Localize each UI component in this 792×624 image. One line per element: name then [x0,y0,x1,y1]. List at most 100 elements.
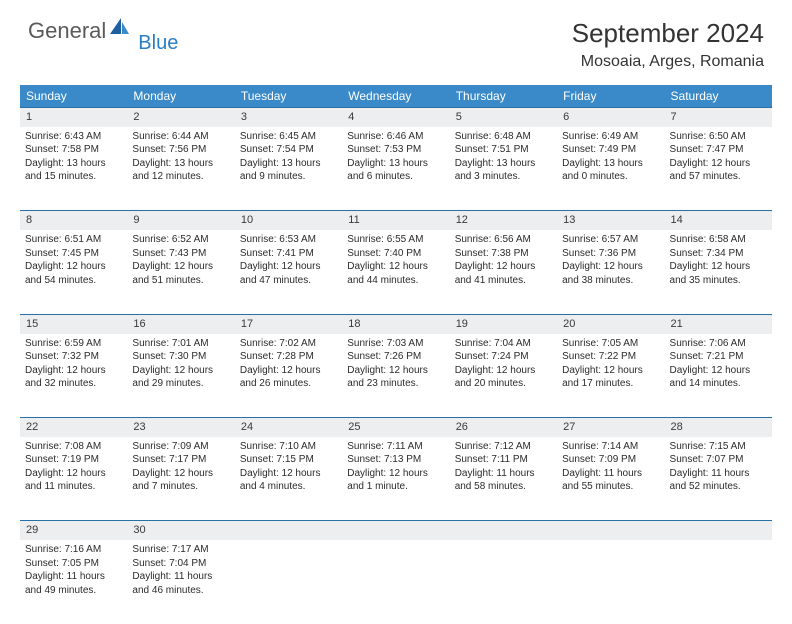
logo-sail-icon [109,16,131,41]
daylight-text-2: and 4 minutes. [240,480,337,494]
day-number-cell [665,521,772,540]
day-cell [342,540,449,624]
day-number: 1 [26,111,32,123]
day-cell: Sunrise: 7:06 AMSunset: 7:21 PMDaylight:… [665,334,772,418]
daylight-text-2: and 9 minutes. [240,170,337,184]
day-number: 9 [133,214,139,226]
day-cell: Sunrise: 6:55 AMSunset: 7:40 PMDaylight:… [342,230,449,314]
day-cell: Sunrise: 6:57 AMSunset: 7:36 PMDaylight:… [557,230,664,314]
day-number-row: 22232425262728 [20,418,772,437]
day-number: 2 [133,111,139,123]
daylight-text: Daylight: 12 hours [455,260,552,274]
sunset-text: Sunset: 7:05 PM [25,557,122,571]
daylight-text-2: and 44 minutes. [347,274,444,288]
day-cell: Sunrise: 7:03 AMSunset: 7:26 PMDaylight:… [342,334,449,418]
daylight-text: Daylight: 13 hours [132,157,229,171]
day-number-row: 2930 [20,521,772,540]
day-number-cell: 25 [342,418,449,437]
sunrise-text: Sunrise: 7:17 AM [132,543,229,557]
day-data-row: Sunrise: 6:51 AMSunset: 7:45 PMDaylight:… [20,230,772,314]
day-cell [450,540,557,624]
daylight-text: Daylight: 12 hours [132,260,229,274]
day-data-row: Sunrise: 7:16 AMSunset: 7:05 PMDaylight:… [20,540,772,624]
daylight-text-2: and 17 minutes. [562,377,659,391]
day-cell: Sunrise: 6:50 AMSunset: 7:47 PMDaylight:… [665,127,772,211]
daylight-text: Daylight: 12 hours [347,467,444,481]
daylight-text: Daylight: 13 hours [562,157,659,171]
sunset-text: Sunset: 7:30 PM [132,350,229,364]
day-cell: Sunrise: 7:11 AMSunset: 7:13 PMDaylight:… [342,437,449,521]
logo-text-general: General [28,18,106,44]
sunrise-text: Sunrise: 6:43 AM [25,130,122,144]
sunrise-text: Sunrise: 7:01 AM [132,337,229,351]
sunrise-text: Sunrise: 7:15 AM [670,440,767,454]
day-cell: Sunrise: 6:49 AMSunset: 7:49 PMDaylight:… [557,127,664,211]
logo: General Blue [28,18,178,44]
sunrise-text: Sunrise: 7:12 AM [455,440,552,454]
day-cell [665,540,772,624]
day-cell: Sunrise: 6:44 AMSunset: 7:56 PMDaylight:… [127,127,234,211]
day-number-cell: 15 [20,314,127,333]
sunset-text: Sunset: 7:19 PM [25,453,122,467]
day-cell: Sunrise: 7:14 AMSunset: 7:09 PMDaylight:… [557,437,664,521]
day-number-cell: 2 [127,108,234,127]
sunset-text: Sunset: 7:21 PM [670,350,767,364]
sunset-text: Sunset: 7:58 PM [25,143,122,157]
sunset-text: Sunset: 7:22 PM [562,350,659,364]
day-number: 5 [456,111,462,123]
sunset-text: Sunset: 7:28 PM [240,350,337,364]
day-cell [557,540,664,624]
day-number-row: 15161718192021 [20,314,772,333]
day-number-cell: 18 [342,314,449,333]
daylight-text: Daylight: 12 hours [25,364,122,378]
daylight-text: Daylight: 12 hours [670,364,767,378]
daylight-text: Daylight: 12 hours [347,260,444,274]
sunrise-text: Sunrise: 6:46 AM [347,130,444,144]
day-number-cell [235,521,342,540]
sunrise-text: Sunrise: 6:44 AM [132,130,229,144]
daylight-text-2: and 0 minutes. [562,170,659,184]
day-header: Friday [557,85,664,108]
daylight-text: Daylight: 11 hours [670,467,767,481]
day-number: 29 [26,524,38,536]
day-number: 26 [456,421,468,433]
day-number-cell: 9 [127,211,234,230]
sunset-text: Sunset: 7:45 PM [25,247,122,261]
day-header: Monday [127,85,234,108]
sunset-text: Sunset: 7:36 PM [562,247,659,261]
sunrise-text: Sunrise: 6:55 AM [347,233,444,247]
day-number-cell: 22 [20,418,127,437]
day-number-cell: 8 [20,211,127,230]
day-cell: Sunrise: 7:12 AMSunset: 7:11 PMDaylight:… [450,437,557,521]
sunset-text: Sunset: 7:34 PM [670,247,767,261]
sunset-text: Sunset: 7:56 PM [132,143,229,157]
day-number: 16 [133,318,145,330]
day-number-cell: 19 [450,314,557,333]
day-number-cell: 24 [235,418,342,437]
day-cell: Sunrise: 6:48 AMSunset: 7:51 PMDaylight:… [450,127,557,211]
sunset-text: Sunset: 7:53 PM [347,143,444,157]
day-cell: Sunrise: 6:58 AMSunset: 7:34 PMDaylight:… [665,230,772,314]
sunrise-text: Sunrise: 7:06 AM [670,337,767,351]
day-number: 4 [348,111,354,123]
day-number: 24 [241,421,253,433]
day-number: 20 [563,318,575,330]
day-number: 28 [671,421,683,433]
day-header: Thursday [450,85,557,108]
sunrise-text: Sunrise: 7:08 AM [25,440,122,454]
day-cell: Sunrise: 6:45 AMSunset: 7:54 PMDaylight:… [235,127,342,211]
day-number: 27 [563,421,575,433]
day-number: 6 [563,111,569,123]
daylight-text: Daylight: 11 hours [132,570,229,584]
sunrise-text: Sunrise: 7:14 AM [562,440,659,454]
daylight-text: Daylight: 12 hours [132,364,229,378]
day-number-cell: 26 [450,418,557,437]
daylight-text-2: and 41 minutes. [455,274,552,288]
day-cell: Sunrise: 7:08 AMSunset: 7:19 PMDaylight:… [20,437,127,521]
day-number: 17 [241,318,253,330]
sunrise-text: Sunrise: 6:57 AM [562,233,659,247]
daylight-text: Daylight: 12 hours [670,157,767,171]
day-number-cell [342,521,449,540]
daylight-text: Daylight: 11 hours [562,467,659,481]
day-number: 18 [348,318,360,330]
